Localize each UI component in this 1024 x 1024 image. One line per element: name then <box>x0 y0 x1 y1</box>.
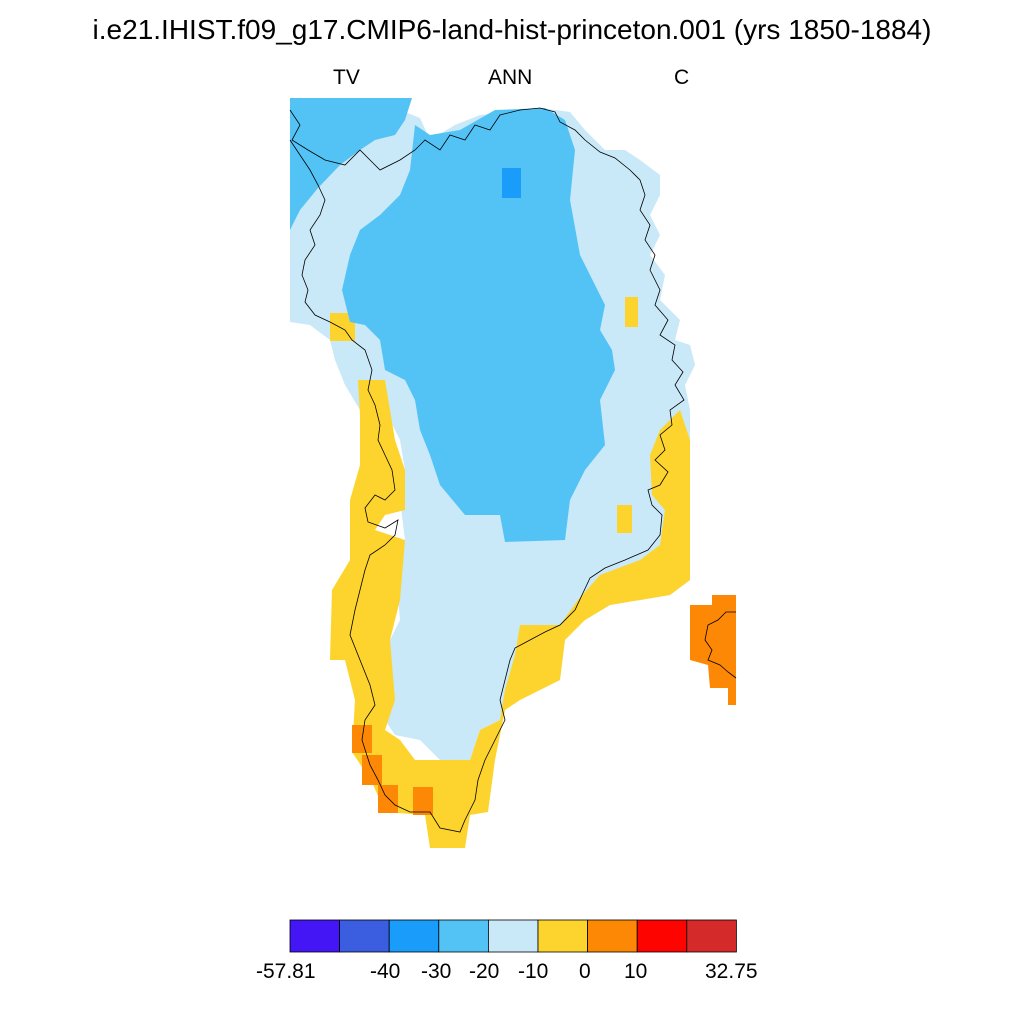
colorbar-swatch <box>537 919 588 953</box>
region-orange-iceland <box>690 595 736 705</box>
colorbar-label: 0 <box>579 960 591 983</box>
colorbar-label-max: 32.75 <box>705 960 758 983</box>
colorbar-label: -20 <box>469 960 500 983</box>
colorbar-label: -30 <box>421 960 452 983</box>
variable-label: TV <box>333 66 360 89</box>
coastline-greenland <box>289 107 685 833</box>
colorbar-swatch <box>587 919 638 953</box>
region-yellow-patch <box>617 505 632 533</box>
colorbar-swatch <box>487 919 539 953</box>
colorbar-label: 10 <box>624 960 648 983</box>
region-mediumblue <box>342 108 615 542</box>
region-yellow-west <box>330 380 690 848</box>
region-mediumblue-nw <box>290 98 412 230</box>
colorbar-swatch <box>339 919 390 953</box>
units-label: C <box>674 66 690 89</box>
coastline-iceland <box>704 611 737 679</box>
colorbar-label: -40 <box>370 960 401 983</box>
colorbar-label: -10 <box>518 960 549 983</box>
colorbar-swatch <box>289 919 340 953</box>
colorbar-swatch <box>438 919 489 953</box>
colorbar-swatch <box>636 919 688 953</box>
region-yellow-patch <box>625 297 638 327</box>
period-label: ANN <box>488 66 533 89</box>
region-orange-cell <box>378 785 398 813</box>
colorbar-swatch <box>686 919 737 953</box>
colorbar-swatch <box>388 919 440 953</box>
region-darkblue-cell <box>502 168 521 198</box>
colorbar-label-min: -57.81 <box>256 960 316 983</box>
region-orange-cell <box>413 787 433 815</box>
plot-title: i.e21.IHIST.f09_g17.CMIP6-land-hist-prin… <box>92 14 932 45</box>
